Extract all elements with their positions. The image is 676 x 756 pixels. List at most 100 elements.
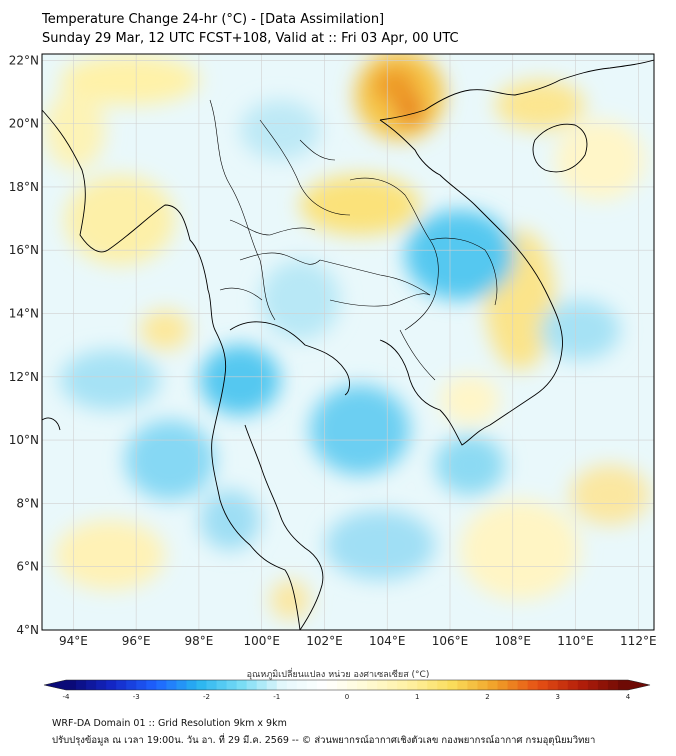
colorbar-segment (176, 680, 187, 690)
colorbar-segment (447, 680, 458, 690)
colorbar-segment (607, 680, 619, 690)
colorbar-segment (196, 680, 207, 690)
lat-tick-label: 12°N (9, 370, 39, 384)
lat-tick-label: 8°N (16, 496, 39, 510)
colorbar-segment (537, 680, 549, 690)
colorbar-segment (347, 680, 358, 690)
lat-tick-label: 4°N (16, 623, 39, 637)
colorbar-segment (517, 680, 529, 690)
colorbar-segment (477, 680, 488, 690)
lat-tick-label: 20°N (9, 117, 39, 131)
colorbar-segment (326, 680, 338, 690)
colorbar-tick-label: 0 (345, 693, 349, 701)
colorbar-segment (467, 680, 478, 690)
lat-tick-label: 16°N (9, 243, 39, 257)
map-frame (41, 53, 655, 631)
colorbar-tick-label: 3 (556, 693, 560, 701)
colorbar-segment (587, 680, 599, 690)
colorbar-segment (96, 680, 107, 690)
colorbar-segment (387, 680, 398, 690)
colorbar-tick-label: 2 (485, 693, 489, 701)
colorbar-segment (226, 680, 238, 690)
lon-tick-label: 106°E (432, 634, 469, 648)
colorbar-segment (66, 680, 77, 690)
colorbar-segment (246, 680, 258, 690)
colorbar-segment (397, 680, 408, 690)
lon-tick-label: 102°E (306, 634, 343, 648)
colorbar-segment (617, 680, 629, 690)
colorbar-segment (417, 680, 428, 690)
colorbar-tick-label: 1 (415, 693, 419, 701)
colorbar-segment (76, 680, 87, 690)
colorbar-segment (126, 680, 137, 690)
lon-tick-label: 108°E (495, 634, 532, 648)
colorbar-segment (116, 680, 127, 690)
lat-tick-label: 6°N (16, 560, 39, 574)
colorbar-segment (487, 680, 499, 690)
colorbar-segment (306, 680, 318, 690)
lon-tick-label: 104°E (369, 634, 406, 648)
colorbar-segment (166, 680, 177, 690)
colorbar-segment (567, 680, 579, 690)
colorbar-min-arrow (44, 680, 66, 690)
colorbar-segment (216, 680, 228, 690)
colorbar-segment (497, 680, 509, 690)
colorbar-max-arrow (628, 680, 650, 690)
latitude-axis: 22°N 20°N 18°N 16°N 14°N 12°N 10°N 8°N 6°N 4°N (9, 53, 39, 637)
colorbar-segment (106, 680, 117, 690)
footer-model-info: WRF-DA Domain 01 :: Grid Resolution 9km … (52, 718, 287, 729)
colorbar-segment (357, 680, 368, 690)
colorbar-segment (597, 680, 609, 690)
colorbar-segment (276, 680, 288, 690)
colorbar-tick-label: -3 (133, 693, 140, 701)
colorbar-segment (236, 680, 248, 690)
colorbar-tick-label: -2 (203, 693, 210, 701)
lon-tick-label: 112°E (620, 634, 657, 648)
colorbar-segment (206, 680, 218, 690)
colorbar-segment (377, 680, 388, 690)
lat-tick-label: 18°N (9, 180, 39, 194)
colorbar-segment (146, 680, 157, 690)
colorbar-segment (156, 680, 167, 690)
colorbar-segment (577, 680, 589, 690)
colorbar-segment (316, 680, 328, 690)
colorbar-segment (527, 680, 539, 690)
colorbar-segment (427, 680, 438, 690)
colorbar-outline (43, 679, 651, 691)
colorbar-segment (256, 680, 268, 690)
colorbar-segment (266, 680, 278, 690)
colorbar-segment (507, 680, 519, 690)
colorbar-segment (557, 680, 569, 690)
colorbar-segment (367, 680, 378, 690)
colorbar-segment (407, 680, 418, 690)
colorbar-segment (296, 680, 308, 690)
lon-tick-label: 96°E (122, 634, 151, 648)
colorbar-segment (286, 680, 298, 690)
coastlines (42, 59, 654, 630)
footer-update-info: ปรับปรุงข้อมูล ณ เวลา 19:00น. วัน อา. ที… (52, 735, 596, 746)
colorbar-tick-label: -4 (63, 693, 71, 701)
colorbar-segment (186, 680, 197, 690)
lon-tick-label: 110°E (557, 634, 594, 648)
lon-tick-label: 98°E (184, 634, 213, 648)
lat-tick-label: 14°N (9, 307, 39, 321)
lon-tick-label: 100°E (243, 634, 280, 648)
lat-tick-label: 10°N (9, 433, 39, 447)
map-subtitle: Sunday 29 Mar, 12 UTC FCST+108, Valid at… (42, 31, 459, 46)
colorbar-segment (136, 680, 147, 690)
lat-tick-label: 22°N (9, 53, 39, 67)
longitude-axis: 94°E 96°E 98°E 100°E 102°E 104°E 106°E 108°E 110… (59, 634, 657, 648)
colorbar-segment (336, 680, 348, 690)
admin-borders (209, 99, 498, 381)
colorbar-tick-label: -1 (273, 693, 280, 701)
lon-tick-label: 94°E (59, 634, 88, 648)
map-title: Temperature Change 24-hr (°C) - [Data As… (42, 12, 385, 27)
colorbar: -4 -3 -2 -1 0 1 2 3 4 (43, 679, 651, 701)
colorbar-segment (457, 680, 468, 690)
colorbar-segment (86, 680, 97, 690)
colorbar-segment (437, 680, 448, 690)
colorbar-title: อุณหภูมิเปลี่ยนแปลง หน่วย องศาเซลเซียส (… (246, 670, 430, 680)
colorbar-segment (547, 680, 559, 690)
colorbar-tick-label: 4 (626, 693, 631, 701)
